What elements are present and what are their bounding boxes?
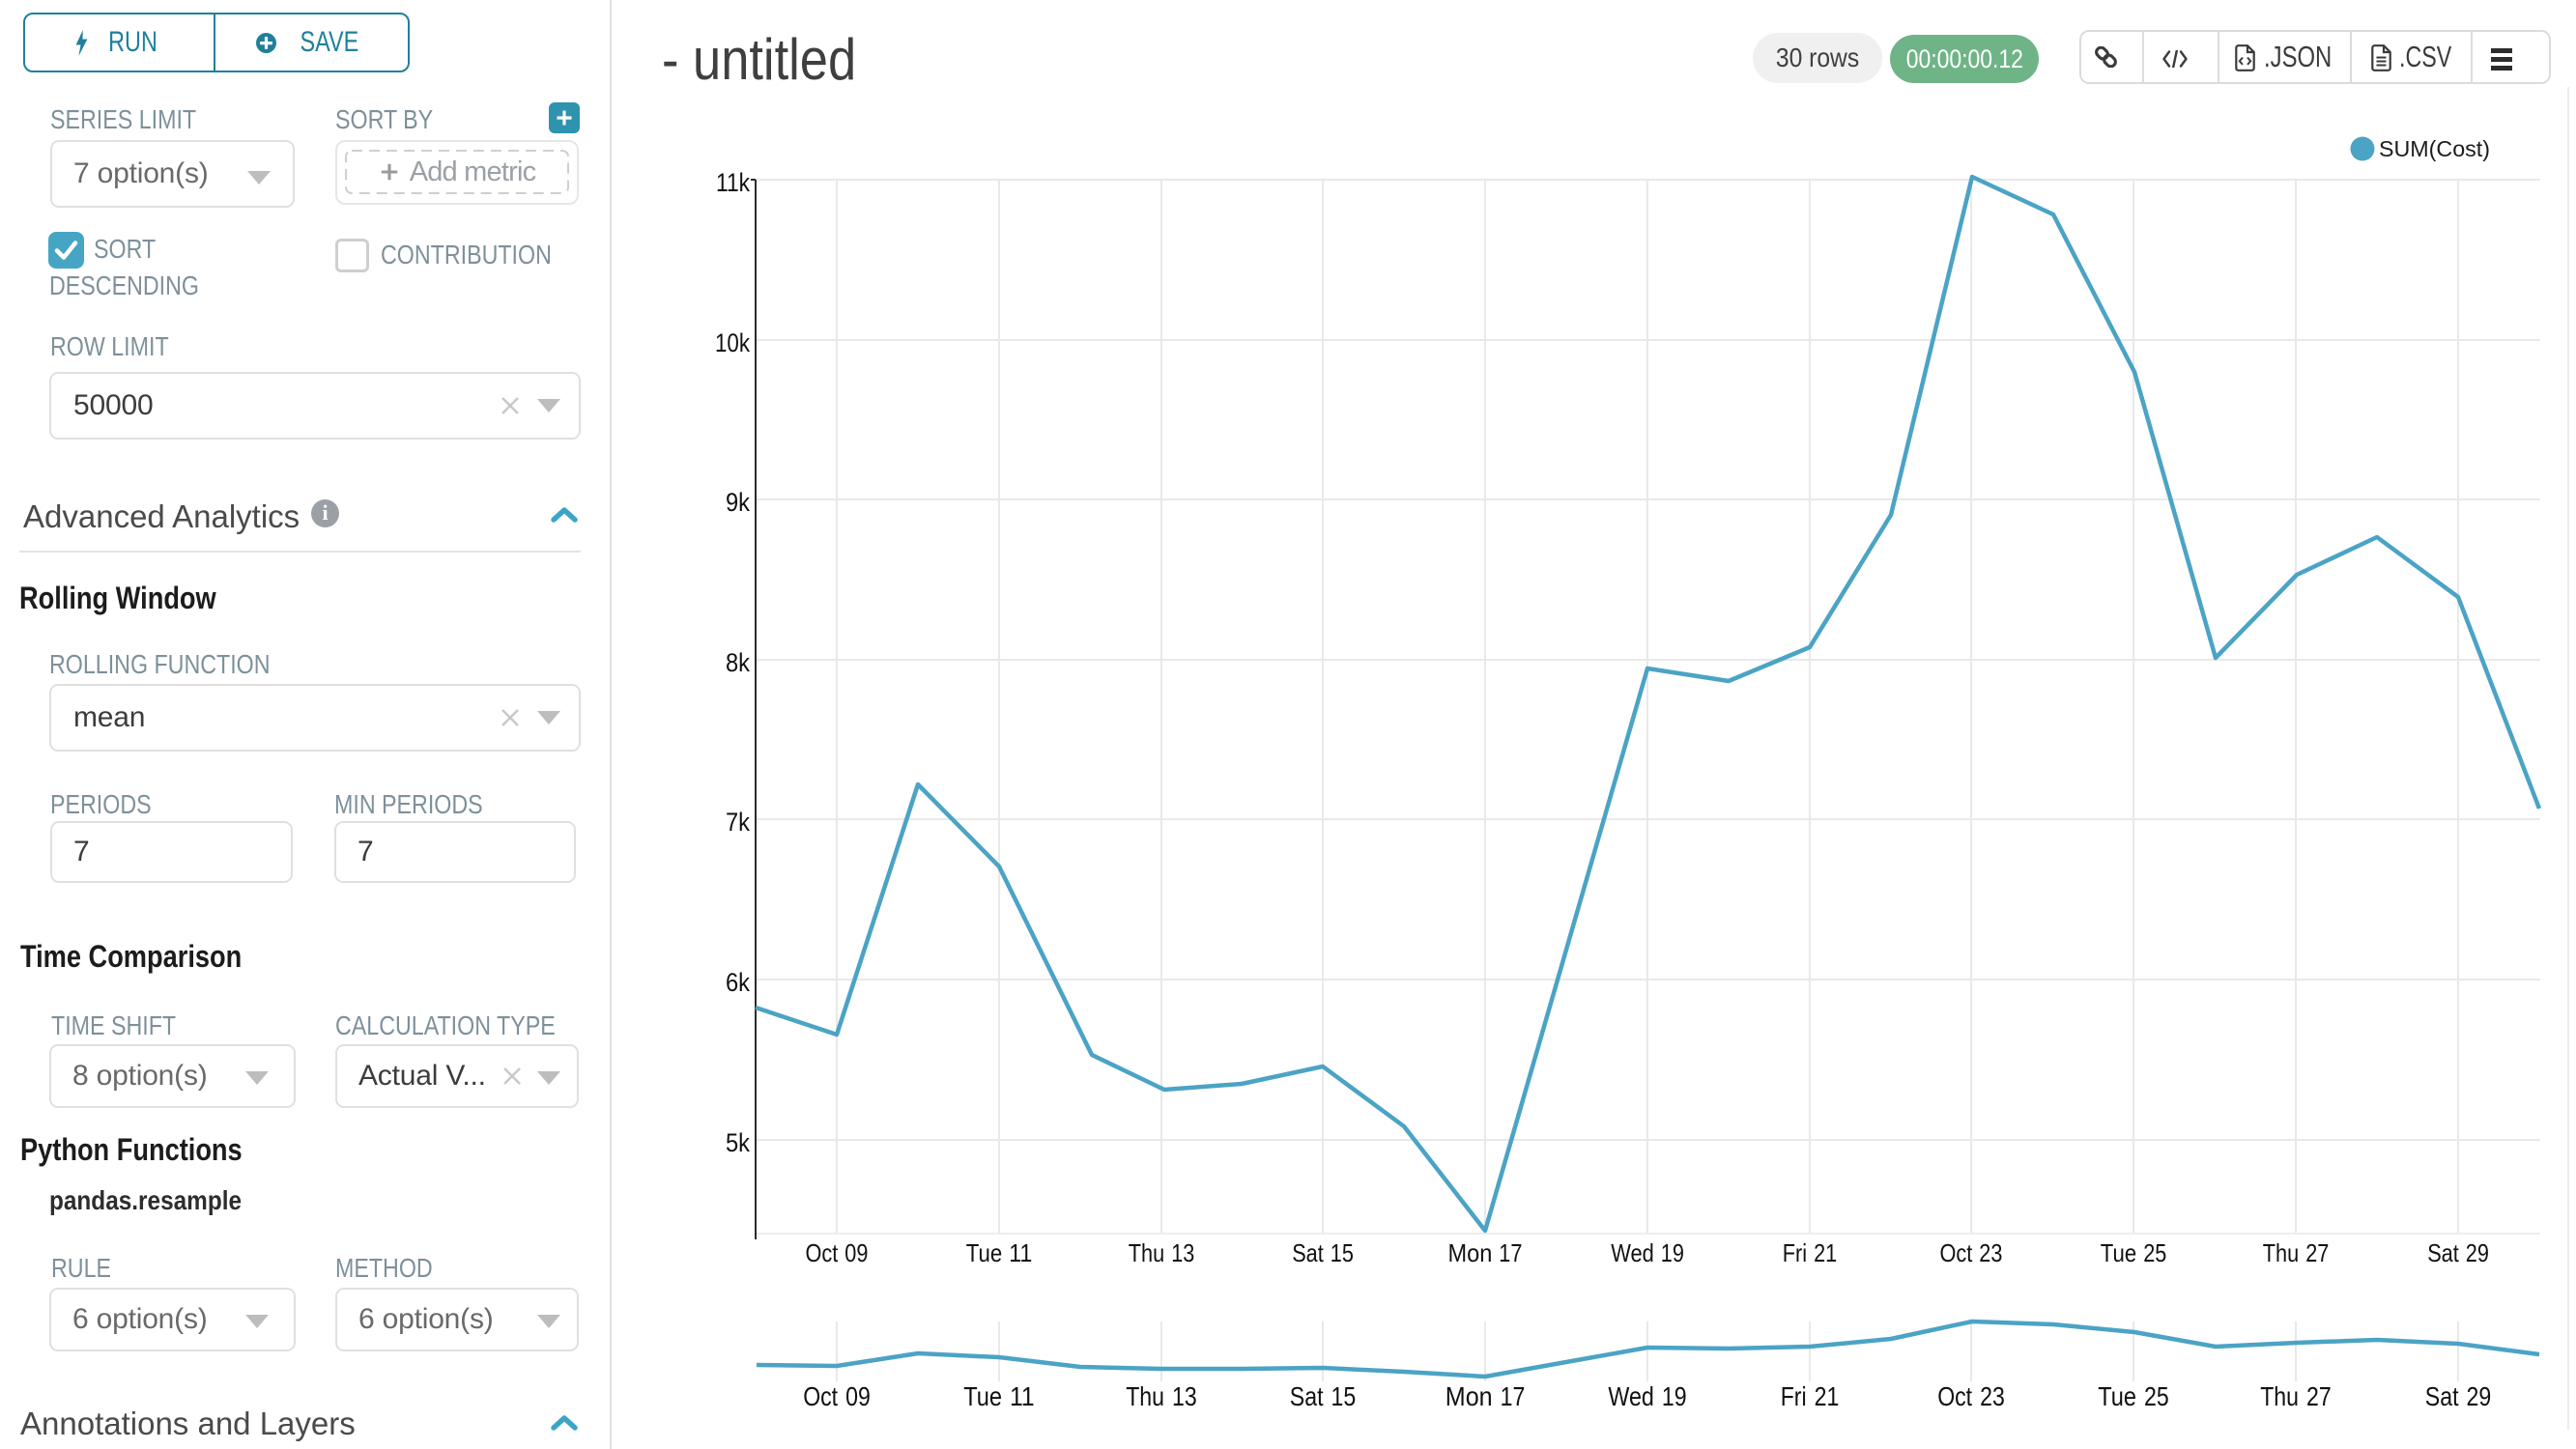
svg-text:7k: 7k — [726, 808, 750, 837]
svg-text:Wed: Wed — [1608, 1381, 1654, 1411]
svg-text:11k: 11k — [716, 168, 750, 197]
svg-text:29: 29 — [2467, 1381, 2492, 1411]
svg-text:8k: 8k — [726, 648, 750, 677]
svg-text:Thu: Thu — [2263, 1238, 2299, 1267]
svg-text:Fri: Fri — [1781, 1381, 1807, 1411]
svg-text:Tue: Tue — [2101, 1238, 2136, 1267]
svg-text:5k: 5k — [726, 1128, 750, 1157]
svg-text:21: 21 — [1814, 1238, 1837, 1267]
svg-text:25: 25 — [2143, 1238, 2166, 1267]
svg-text:23: 23 — [1979, 1238, 2002, 1267]
svg-text:Mon: Mon — [1445, 1381, 1493, 1411]
svg-text:Sat: Sat — [2427, 1238, 2459, 1267]
svg-text:11: 11 — [1009, 1238, 1032, 1267]
svg-text:Thu: Thu — [1126, 1381, 1164, 1411]
svg-text:09: 09 — [845, 1381, 871, 1411]
svg-text:Oct: Oct — [1940, 1238, 1973, 1267]
svg-text:21: 21 — [1815, 1381, 1840, 1411]
svg-text:15: 15 — [1331, 1238, 1354, 1267]
svg-text:9k: 9k — [726, 488, 750, 517]
svg-text:Wed: Wed — [1611, 1238, 1654, 1267]
svg-text:Oct: Oct — [806, 1238, 839, 1267]
svg-text:Oct: Oct — [1937, 1381, 1972, 1411]
svg-text:Thu: Thu — [2260, 1381, 2299, 1411]
svg-text:Sat: Sat — [2425, 1381, 2459, 1411]
svg-text:SUM(Cost): SUM(Cost) — [2379, 136, 2490, 161]
svg-text:15: 15 — [1331, 1381, 1357, 1411]
svg-text:23: 23 — [1980, 1381, 2005, 1411]
svg-text:17: 17 — [1501, 1381, 1526, 1411]
svg-text:19: 19 — [1662, 1381, 1687, 1411]
svg-text:Tue: Tue — [963, 1381, 1002, 1411]
svg-text:27: 27 — [2306, 1381, 2332, 1411]
svg-text:13: 13 — [1171, 1238, 1194, 1267]
svg-text:29: 29 — [2466, 1238, 2489, 1267]
svg-text:11: 11 — [1010, 1381, 1035, 1411]
svg-text:6k: 6k — [726, 968, 750, 997]
svg-text:25: 25 — [2144, 1381, 2169, 1411]
svg-text:Fri: Fri — [1783, 1238, 1807, 1267]
svg-text:19: 19 — [1661, 1238, 1684, 1267]
svg-text:10k: 10k — [715, 328, 750, 357]
svg-text:Tue: Tue — [966, 1238, 1002, 1267]
svg-text:Sat: Sat — [1292, 1238, 1324, 1267]
svg-text:Thu: Thu — [1129, 1238, 1164, 1267]
svg-text:13: 13 — [1172, 1381, 1197, 1411]
svg-text:Sat: Sat — [1290, 1381, 1324, 1411]
svg-text:09: 09 — [844, 1238, 868, 1267]
svg-text:Oct: Oct — [803, 1381, 838, 1411]
svg-text:Tue: Tue — [2098, 1381, 2136, 1411]
svg-text:27: 27 — [2305, 1238, 2329, 1267]
svg-text:17: 17 — [1499, 1238, 1522, 1267]
svg-text:Mon: Mon — [1448, 1238, 1493, 1267]
